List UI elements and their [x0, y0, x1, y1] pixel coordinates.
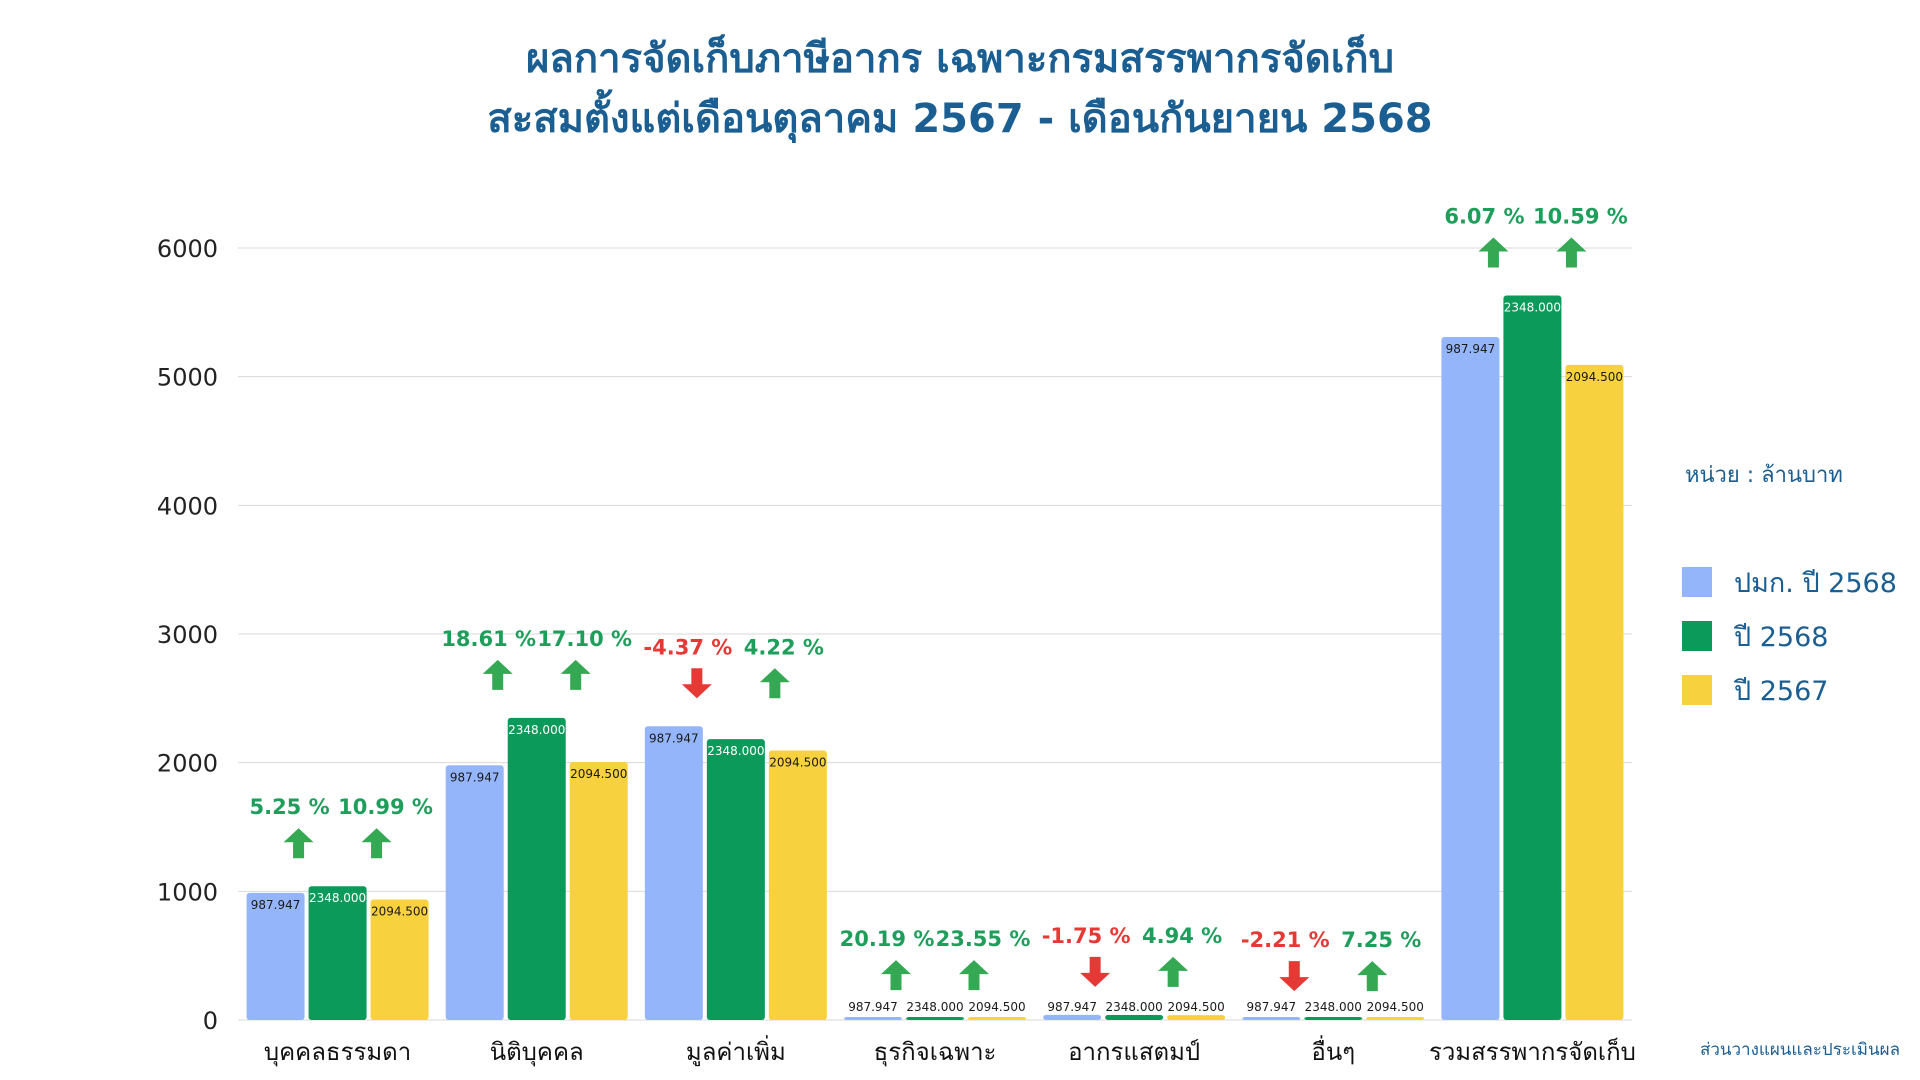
arrow-up-icon	[482, 659, 513, 690]
data-label: 2348.000	[508, 723, 565, 737]
percent-change-label: 10.99 %	[338, 795, 433, 819]
data-label: 2094.500	[1168, 1000, 1225, 1014]
data-label: 2348.000	[1305, 1000, 1362, 1014]
arrow-up-icon	[283, 828, 314, 859]
bar	[1043, 1014, 1102, 1020]
arrow-up-icon	[1478, 237, 1509, 268]
y-tick-label: 6000	[157, 235, 218, 263]
source-note: ส่วนวางแผนและประเมินผล	[1699, 1040, 1900, 1060]
data-label: 2348.000	[1106, 1000, 1163, 1014]
data-label: 2348.000	[707, 744, 764, 758]
percent-change-label: 5.25 %	[249, 795, 329, 819]
arrow-up-icon	[881, 960, 911, 991]
bar	[644, 726, 703, 1020]
bar	[507, 717, 566, 1020]
arrow-up-icon	[1158, 956, 1189, 987]
data-label: 2348.000	[1504, 300, 1561, 314]
bar	[1503, 295, 1562, 1020]
chart-title-line2: สะสมตั้งแต่เดือนตุลาคม 2567 - เดือนกันยา…	[487, 96, 1433, 142]
chart-title-line1: ผลการจัดเก็บภาษีอากร เฉพาะกรมสรรพากรจัดเ…	[525, 36, 1395, 82]
legend-item-2567: ปี 2567	[1682, 663, 1897, 717]
bar	[768, 750, 827, 1020]
arrow-up-icon	[1556, 237, 1587, 268]
data-label: 2348.000	[906, 1000, 963, 1014]
bar	[246, 892, 305, 1020]
bar	[370, 899, 429, 1020]
y-tick-label: 1000	[157, 878, 218, 906]
bar	[1304, 1017, 1363, 1020]
x-tick-label: บุคคลธรรมดา	[264, 1038, 411, 1067]
percent-change-label: 7.25 %	[1341, 928, 1421, 952]
bar	[906, 1017, 964, 1020]
data-label: 2094.500	[1566, 370, 1623, 384]
data-label: 2348.000	[309, 891, 366, 905]
legend-item-2568: ปี 2568	[1682, 609, 1897, 663]
bar	[1565, 364, 1624, 1020]
percent-change-label: 4.94 %	[1142, 924, 1222, 948]
bar	[445, 765, 504, 1020]
bar	[1441, 336, 1500, 1021]
data-label: 2094.500	[1367, 1000, 1424, 1014]
x-tick-label: มูลค่าเพิ่ม	[686, 1035, 786, 1067]
x-tick-label: อื่นๆ	[1311, 1035, 1355, 1066]
x-tick-label: รวมสรรพากรจัดเก็บ	[1429, 1037, 1636, 1066]
percent-change-label: 20.19 %	[840, 927, 935, 951]
legend-label-estimate: ปมก. ปี 2568	[1734, 567, 1897, 599]
bar	[706, 739, 765, 1020]
legend-swatch-2568	[1682, 621, 1712, 651]
data-label: 987.947	[1047, 1000, 1097, 1014]
bar	[1167, 1015, 1226, 1020]
y-tick-label: 5000	[157, 364, 218, 392]
bar	[1242, 1017, 1301, 1020]
arrow-up-icon	[560, 659, 591, 690]
arrow-up-icon	[959, 960, 989, 991]
arrow-down-icon	[1080, 956, 1111, 987]
arrow-down-icon	[1279, 961, 1310, 992]
bar	[569, 762, 628, 1020]
bar	[1366, 1017, 1425, 1020]
data-label: 987.947	[450, 770, 500, 784]
bar	[844, 1017, 902, 1020]
arrow-up-icon	[1357, 961, 1388, 992]
data-label: 2094.500	[769, 756, 826, 770]
data-label: 2094.500	[570, 767, 627, 781]
percent-change-label: 10.59 %	[1533, 204, 1628, 228]
arrow-down-icon	[681, 668, 712, 699]
x-tick-label: นิติบุคคล	[490, 1038, 584, 1067]
percent-change-label: 18.61 %	[441, 627, 536, 651]
unit-label: หน่วย : ล้านบาท	[1685, 463, 1843, 488]
percent-change-label: -4.37 %	[643, 635, 732, 659]
y-tick-label: 2000	[157, 750, 218, 778]
y-tick-label: 3000	[157, 621, 218, 649]
x-tick-label: ธุรกิจเฉพาะ	[874, 1038, 997, 1067]
legend-item-estimate: ปมก. ปี 2568	[1682, 555, 1897, 609]
arrow-up-icon	[759, 668, 790, 699]
y-tick-label: 0	[203, 1007, 218, 1035]
data-label: 987.947	[848, 1000, 898, 1014]
data-label: 2094.500	[371, 904, 428, 918]
arrow-up-icon	[361, 828, 392, 859]
percent-change-label: 17.10 %	[537, 627, 632, 651]
x-tick-label: อากรแสตมป์	[1068, 1038, 1200, 1066]
percent-change-label: -2.21 %	[1241, 928, 1330, 952]
percent-change-label: -1.75 %	[1042, 924, 1131, 948]
percent-change-label: 4.22 %	[744, 635, 824, 659]
data-label: 2094.500	[968, 1000, 1025, 1014]
data-label: 987.947	[251, 898, 301, 912]
legend-label-2567: ปี 2567	[1734, 675, 1829, 707]
data-label: 987.947	[649, 731, 699, 745]
data-label: 987.947	[1446, 342, 1496, 356]
bar	[968, 1017, 1026, 1020]
legend-swatch-2567	[1682, 675, 1712, 705]
legend-label-2568: ปี 2568	[1734, 621, 1829, 653]
percent-change-label: 6.07 %	[1444, 204, 1524, 228]
bar	[308, 886, 367, 1020]
bar	[1105, 1014, 1164, 1020]
legend-swatch-estimate	[1682, 567, 1712, 597]
y-tick-label: 4000	[157, 492, 218, 520]
percent-change-label: 23.55 %	[936, 927, 1031, 951]
data-label: 987.947	[1246, 1000, 1296, 1014]
chart-legend: ปมก. ปี 2568 ปี 2568 ปี 2567	[1682, 555, 1897, 717]
